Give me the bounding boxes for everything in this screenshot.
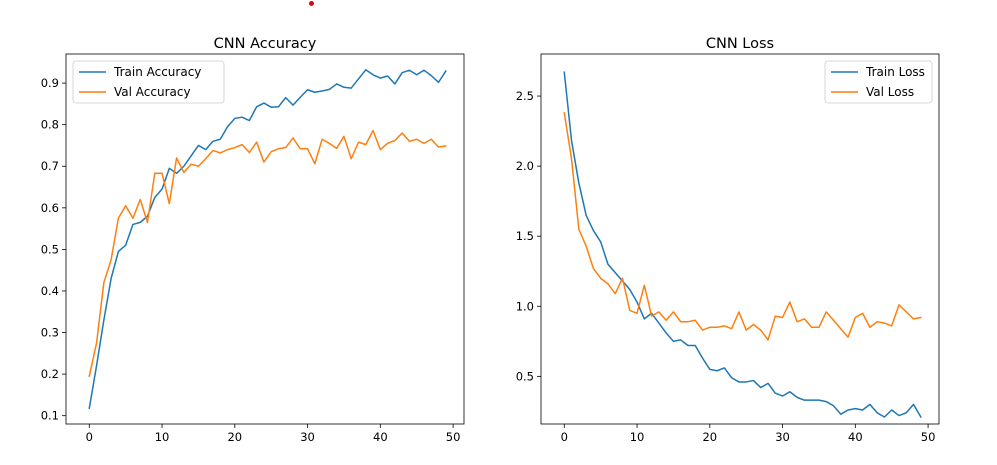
y-tick-label: 0.5: [516, 369, 534, 383]
x-tick-label: 20: [227, 430, 242, 444]
y-tick-label: 0.6: [41, 201, 59, 215]
y-tick-label: 1.0: [516, 299, 534, 313]
accuracy-panel: CNN Accuracy 0 10 20 30 40 50 0.1 0.2 0.3 0.4 0.5 0.…: [41, 36, 465, 444]
x-tick-label: 0: [561, 430, 568, 444]
y-tick-label: 0.1: [41, 409, 59, 423]
series-line-train-loss: [563, 71, 922, 419]
legend-box: [72, 60, 225, 104]
x-tick-label: 30: [775, 430, 790, 444]
y-tick-label: 1.5: [516, 229, 534, 243]
axes-frame: [65, 53, 465, 425]
y-tick-label: 0.2: [41, 367, 59, 381]
y-tick-label: 0.5: [41, 242, 59, 256]
x-tick-label: 50: [921, 430, 936, 444]
legend-label: Val Loss: [866, 85, 914, 99]
y-tick-label: 0.4: [41, 284, 59, 298]
axes-frame: [540, 53, 940, 425]
loss-panel: CNN Loss 0 10 20 30 40 50 0.5 1.0 1.5 2.0 2.5 Train …: [516, 36, 940, 444]
chart-title: CNN Accuracy: [214, 36, 317, 52]
x-tick-label: 40: [373, 430, 388, 444]
x-tick-label: 50: [446, 430, 461, 444]
chart-title: CNN Loss: [706, 36, 774, 52]
legend-label: Train Loss: [865, 65, 925, 79]
x-tick-label: 20: [702, 430, 717, 444]
x-tick-label: 30: [300, 430, 315, 444]
red-dot-marker: [309, 1, 314, 6]
y-tick-label: 2.5: [516, 89, 534, 103]
legend-label: Val Accuracy: [114, 85, 191, 99]
y-tick-label: 0.3: [41, 326, 59, 340]
x-tick-label: 40: [848, 430, 863, 444]
y-tick-label: 0.8: [41, 118, 59, 132]
x-tick-label: 10: [630, 430, 645, 444]
y-tick-label: 2.0: [516, 159, 534, 173]
series-line-train-accuracy: [88, 69, 447, 410]
series-line-val-accuracy: [88, 129, 447, 378]
x-tick-label: 0: [86, 430, 93, 444]
y-tick-label: 0.7: [41, 159, 59, 173]
x-tick-label: 10: [155, 430, 170, 444]
legend-label: Train Accuracy: [113, 65, 201, 79]
y-tick-label: 0.9: [41, 76, 59, 90]
series-line-val-loss: [563, 112, 922, 341]
